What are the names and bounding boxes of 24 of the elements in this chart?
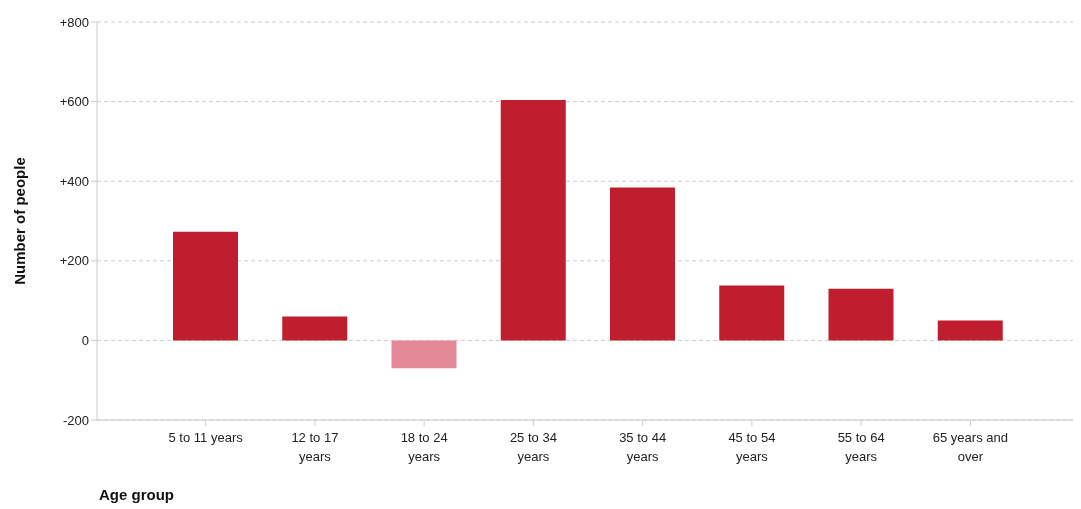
y-tick-label: +800 [59, 14, 89, 30]
x-axis-title: Age group [99, 486, 174, 503]
x-tick-label: 35 to 44 years [619, 430, 667, 464]
bar [719, 285, 785, 341]
y-tick-label: +200 [59, 253, 89, 269]
y-tick-label: -200 [62, 412, 89, 428]
bar [828, 288, 894, 341]
x-tick-label: 12 to 17 years [291, 430, 339, 464]
y-axis-title: Number of people [11, 157, 29, 285]
bar [500, 100, 566, 341]
bar [610, 187, 675, 341]
x-tick-label: 65 years and over [932, 430, 1008, 464]
bar [173, 231, 238, 341]
bar [282, 316, 348, 341]
x-tick-label: 25 to 34 years [509, 430, 557, 464]
x-tick-label: 55 to 64 years [837, 430, 885, 464]
y-tick-label: +600 [59, 94, 89, 110]
bar [937, 320, 1003, 341]
x-tick-label: 5 to 11 years [168, 430, 244, 445]
bar [391, 340, 457, 369]
y-tick-label: 0 [81, 333, 89, 349]
x-tick-label: 45 to 54 years [728, 430, 776, 464]
y-tick-label: +400 [59, 173, 89, 189]
x-tick-label: 18 to 24 years [400, 430, 448, 464]
